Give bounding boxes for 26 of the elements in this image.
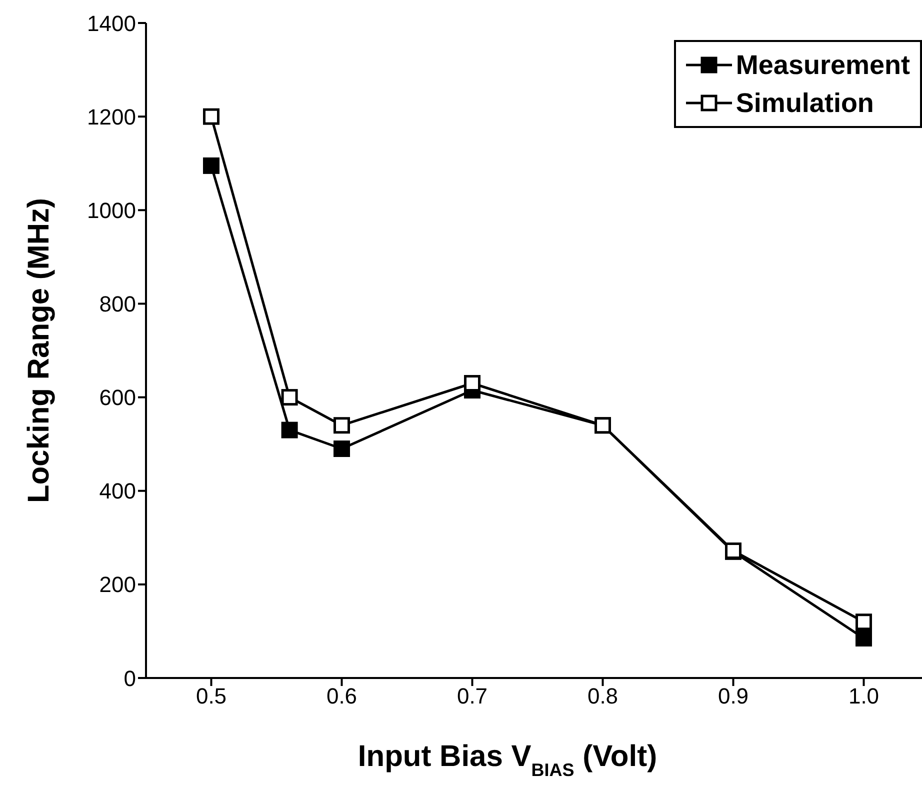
- point: [203, 108, 220, 125]
- point: [856, 614, 872, 630]
- x-tick-label: 0.8: [587, 684, 618, 709]
- y-axis-title: Locking Range (MHz): [22, 198, 56, 503]
- y-tick-label: 0: [124, 666, 136, 691]
- y-tick-label: 800: [99, 292, 136, 317]
- x-tick-label: 0.9: [718, 684, 749, 709]
- y-tick-label: 1200: [87, 104, 136, 130]
- point: [334, 417, 350, 434]
- point: [856, 630, 872, 646]
- y-tick-label: 600: [99, 385, 136, 410]
- x-axis-title: Input Bias V$_{BIAS}$ (Volt): [358, 740, 658, 780]
- point: [281, 389, 298, 406]
- point: [334, 440, 350, 457]
- x-tick-label: 1.0: [848, 684, 880, 709]
- y-tick-label: 1400: [87, 10, 136, 36]
- point: [281, 422, 298, 438]
- legend-label: Measurement: [736, 50, 910, 80]
- point: [203, 157, 220, 174]
- x-tick-label: 0.6: [326, 684, 358, 709]
- y-tick-label: 1000: [87, 198, 136, 223]
- y-tick-label: 200: [99, 572, 136, 598]
- legend-label: Simulation: [736, 88, 874, 118]
- x-tick-label: 0.7: [456, 684, 488, 709]
- y-tick-label: 400: [99, 478, 136, 504]
- x-tick-label: 0.5: [196, 684, 227, 709]
